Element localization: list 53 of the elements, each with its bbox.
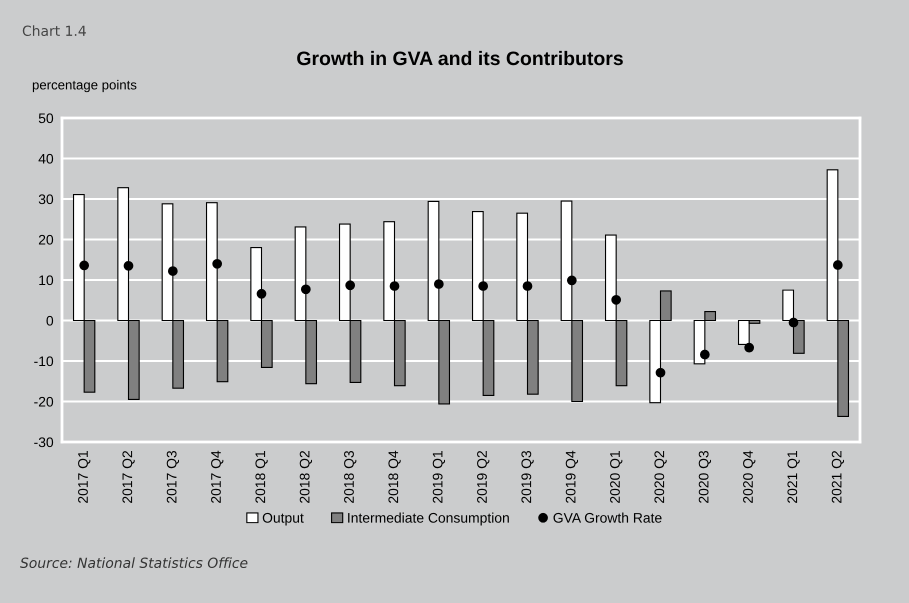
x-tick-label: 2019 Q4 [566,450,578,503]
x-tick-label: 2020 Q3 [698,450,712,503]
source-note: Source: National Statistics Office [20,557,248,568]
x-tick-label: 2021 Q2 [832,451,844,503]
x-tick-label: 2018 Q3 [344,450,356,503]
x-tick-label: 2020 Q1 [610,451,622,503]
point [300,284,311,294]
y-tick-label: 10 [39,275,54,286]
x-tick-label: 2017 Q2 [122,451,135,503]
x-tick-label: 2018 Q2 [300,451,312,503]
legend-label: Output [262,512,304,526]
point [390,281,400,291]
y-tick-label: 20 [38,234,54,245]
point [566,276,577,286]
point [788,318,798,328]
y-tick-label: -30 [34,437,54,448]
y-tick-label: 0 [46,316,54,326]
x-tick-label: 2019 Q1 [432,451,446,503]
x-tick-label: 2017 Q4 [211,450,224,503]
x-tick-label: 2018 Q1 [255,451,268,503]
point [611,294,622,305]
x-tick-label: 2019 Q3 [521,450,534,503]
x-tick-label: 2018 Q4 [388,450,401,503]
point [478,281,488,291]
y-tick-label: 50 [38,113,54,124]
x-tick-label: 2020 Q2 [654,451,667,503]
point [744,342,754,352]
point [345,280,356,290]
point [124,260,134,271]
point [79,260,90,270]
x-tick-label: 2019 Q2 [477,451,490,503]
caption: Chart 1.4 [22,25,86,36]
legend-label: GVA Growth Rate [554,512,662,523]
point [700,350,710,360]
point [832,260,843,270]
point [168,266,178,276]
legend-label: Intermediate Consumption [348,512,509,526]
x-tick-label: 2017 Q3 [166,450,180,503]
point [656,368,666,378]
x-tick-label: 2021 Q1 [787,451,800,503]
x-tick-label: 2017 Q1 [78,451,90,503]
x-tick-label: 2020 Q4 [743,450,756,503]
y-tick-label: 40 [38,154,54,164]
point [522,281,532,291]
point [256,288,266,299]
y-axis-title: percentage points [32,80,136,92]
point [434,279,444,289]
y-tick-label: -20 [34,396,54,407]
y-tick-label: -10 [34,356,54,366]
point [212,258,222,269]
y-tick-label: 30 [38,194,54,204]
bar [792,320,805,354]
chart-title: Growth in GVA and its Contributors [297,50,623,66]
